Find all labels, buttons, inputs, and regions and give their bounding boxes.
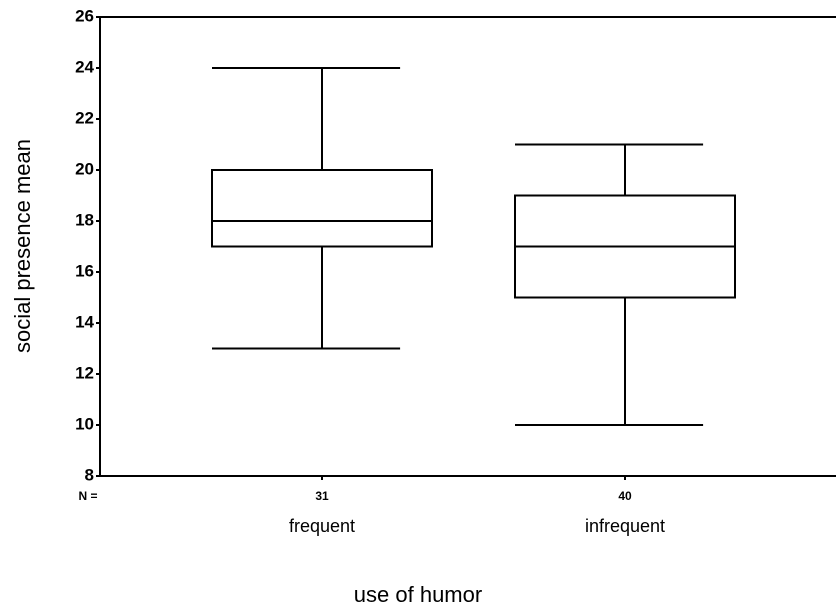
x-tick-label: infrequent <box>585 516 665 536</box>
n-value: 40 <box>618 489 632 503</box>
n-label: N = <box>78 489 97 503</box>
y-tick-label: 12 <box>75 363 94 382</box>
y-axis-label: social presence mean <box>10 139 35 353</box>
n-value: 31 <box>315 489 329 503</box>
y-tick-label: 10 <box>75 414 94 433</box>
y-tick-label: 20 <box>75 159 94 178</box>
x-axis-label: use of humor <box>354 582 482 607</box>
y-tick-label: 24 <box>75 57 94 76</box>
y-tick-label: 22 <box>75 108 94 127</box>
y-tick-label: 16 <box>75 261 94 280</box>
y-tick-label: 18 <box>75 210 94 229</box>
x-tick-label: frequent <box>289 516 355 536</box>
y-tick-label: 8 <box>85 465 94 484</box>
y-tick-label: 26 <box>75 6 94 25</box>
y-tick-label: 14 <box>75 312 94 331</box>
box <box>211 169 433 248</box>
